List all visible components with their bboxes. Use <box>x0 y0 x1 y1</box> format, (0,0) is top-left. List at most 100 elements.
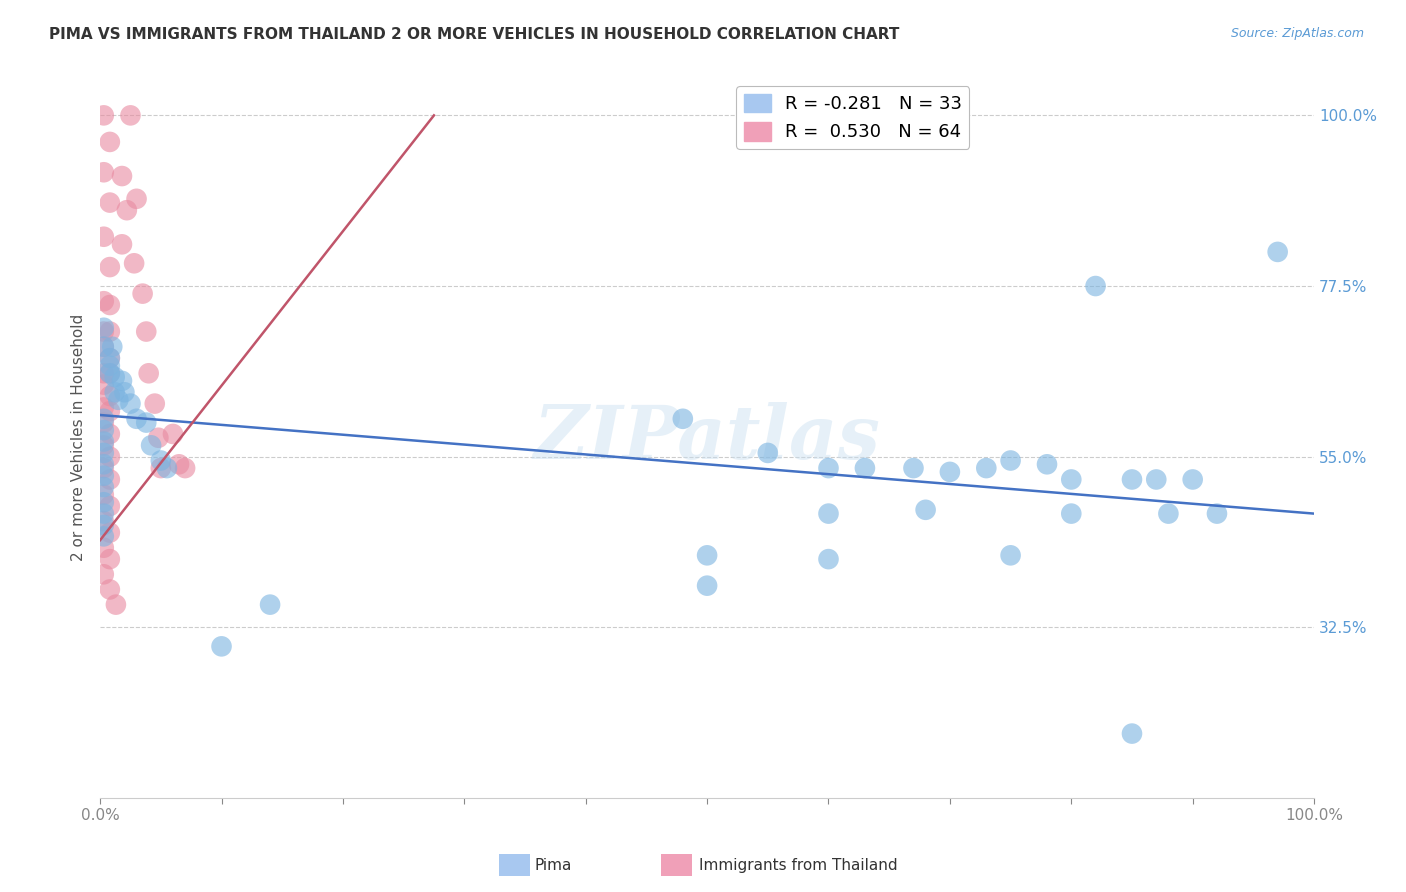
Point <box>93 446 115 460</box>
Point <box>98 525 121 540</box>
Point <box>93 340 115 354</box>
Point <box>1206 507 1229 521</box>
Point <box>1000 453 1022 467</box>
Point <box>98 325 121 339</box>
Point <box>93 458 115 472</box>
Point <box>93 461 115 475</box>
Point <box>1157 507 1180 521</box>
Point <box>93 108 115 122</box>
Point <box>107 392 129 407</box>
Point <box>138 366 160 380</box>
Point <box>98 389 121 403</box>
Point <box>139 438 162 452</box>
Point <box>914 503 936 517</box>
Point <box>115 203 138 218</box>
Point <box>98 366 121 380</box>
Point <box>101 340 124 354</box>
Point <box>98 582 121 597</box>
Point <box>156 461 179 475</box>
Point <box>93 567 115 582</box>
Point <box>93 366 115 380</box>
Point <box>1181 473 1204 487</box>
Point <box>98 351 121 365</box>
Point <box>112 385 135 400</box>
Point <box>98 351 121 365</box>
Point <box>104 370 127 384</box>
Point <box>1121 726 1143 740</box>
Point <box>98 427 121 442</box>
Point <box>93 507 115 521</box>
Point <box>167 458 190 472</box>
Point <box>93 294 115 309</box>
Point <box>120 396 142 410</box>
Point <box>696 549 718 563</box>
Point <box>696 579 718 593</box>
Point <box>93 488 115 502</box>
Point <box>149 461 172 475</box>
Point <box>135 416 157 430</box>
Point <box>98 195 121 210</box>
Text: Immigrants from Thailand: Immigrants from Thailand <box>699 858 897 872</box>
Point <box>131 286 153 301</box>
Point <box>93 529 115 543</box>
Point <box>1084 279 1107 293</box>
Point <box>93 377 115 392</box>
Point <box>93 320 115 334</box>
Point <box>149 453 172 467</box>
Point <box>93 434 115 449</box>
Point <box>93 518 115 533</box>
Point <box>104 385 127 400</box>
Point <box>93 495 115 509</box>
Point <box>98 499 121 513</box>
Point <box>98 135 121 149</box>
Point <box>93 468 115 483</box>
Legend: R = -0.281   N = 33, R =  0.530   N = 64: R = -0.281 N = 33, R = 0.530 N = 64 <box>737 87 969 149</box>
Point <box>93 438 115 452</box>
Point <box>98 450 121 464</box>
Point <box>93 480 115 494</box>
Point <box>853 461 876 475</box>
Point <box>111 237 134 252</box>
Point <box>1144 473 1167 487</box>
Point <box>148 431 170 445</box>
Text: Source: ZipAtlas.com: Source: ZipAtlas.com <box>1230 27 1364 40</box>
Point <box>111 169 134 183</box>
Point <box>93 229 115 244</box>
Point <box>98 260 121 274</box>
Point <box>817 552 839 566</box>
Point <box>1267 244 1289 259</box>
Point <box>93 325 115 339</box>
Point <box>125 411 148 425</box>
Point <box>98 298 121 312</box>
Point <box>125 192 148 206</box>
Point <box>976 461 998 475</box>
Point <box>93 401 115 415</box>
Text: ZIPatlas: ZIPatlas <box>534 401 880 474</box>
Point <box>98 404 121 418</box>
Point <box>162 427 184 442</box>
Point <box>817 507 839 521</box>
Y-axis label: 2 or more Vehicles in Household: 2 or more Vehicles in Household <box>72 314 86 561</box>
Point <box>98 552 121 566</box>
Point <box>939 465 962 479</box>
Point <box>1036 458 1059 472</box>
Point <box>756 446 779 460</box>
Point <box>211 640 233 654</box>
Point <box>93 165 115 179</box>
Point <box>1000 549 1022 563</box>
Point <box>817 461 839 475</box>
Point <box>93 541 115 555</box>
Point <box>93 514 115 528</box>
Point <box>122 256 145 270</box>
Point <box>93 340 115 354</box>
Point <box>120 108 142 122</box>
Point <box>1060 507 1083 521</box>
Point <box>903 461 925 475</box>
Point <box>98 473 121 487</box>
Text: Pima: Pima <box>534 858 572 872</box>
Point <box>174 461 197 475</box>
Point <box>143 396 166 410</box>
Point <box>93 423 115 437</box>
Point <box>111 374 134 388</box>
Point <box>98 359 121 373</box>
